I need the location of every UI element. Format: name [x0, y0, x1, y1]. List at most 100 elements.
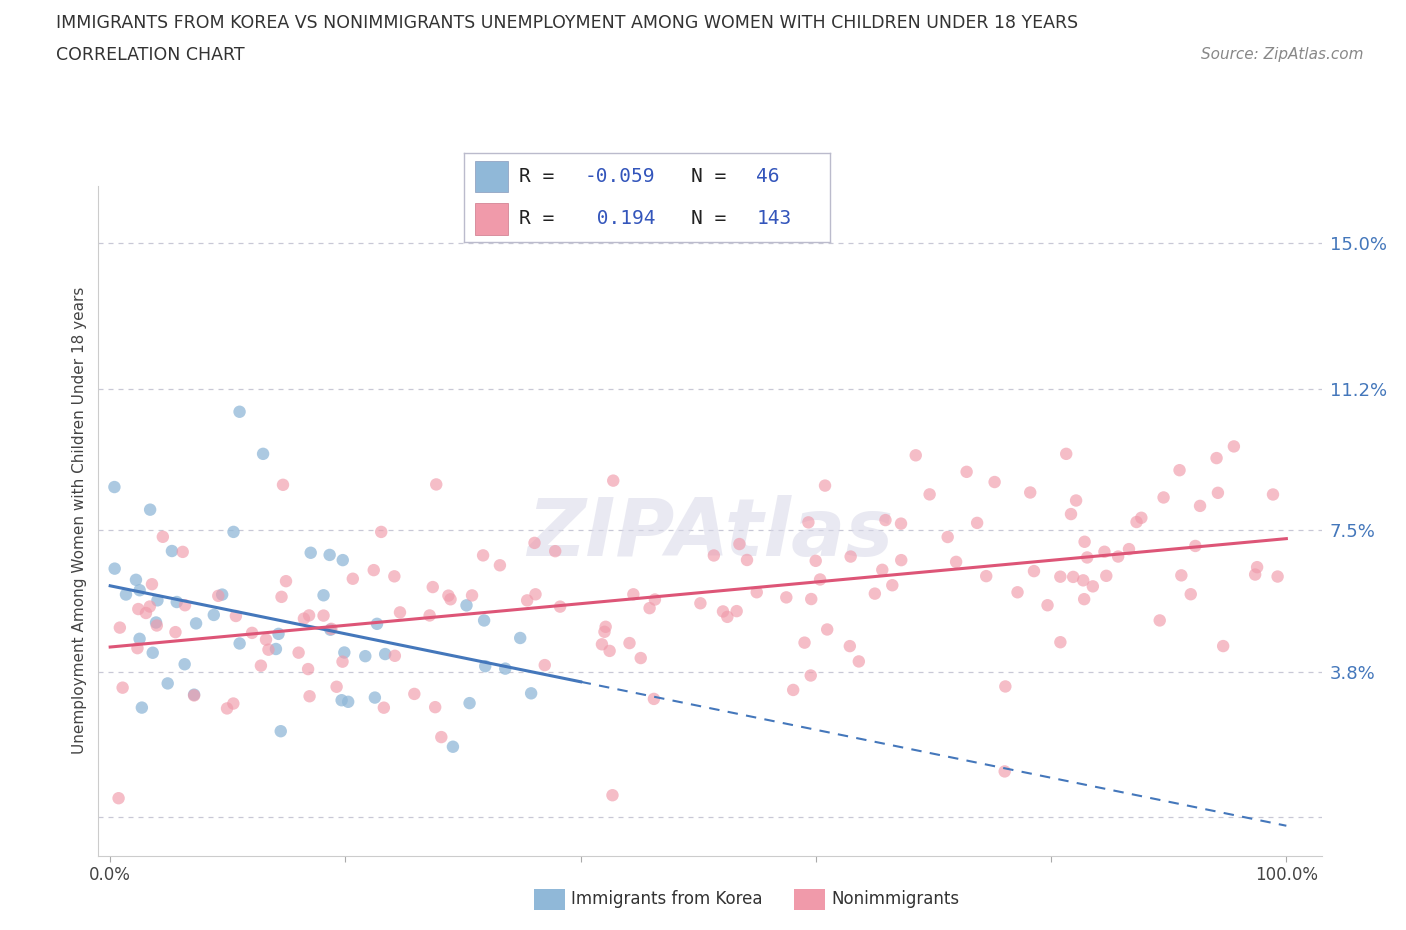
Point [918, 487, 941, 502]
Point [425, 477, 447, 492]
Point [299, 545, 322, 560]
Point [225, 608, 247, 623]
Point [271, 477, 294, 492]
Point [956, 464, 979, 479]
Point [115, 587, 138, 602]
Point [797, 515, 820, 530]
Point [1019, 485, 1042, 500]
Point [808, 572, 831, 587]
Point [127, 602, 149, 617]
Point [135, 605, 157, 620]
Point [1189, 498, 1212, 513]
Point [1064, 493, 1087, 508]
Point [782, 683, 804, 698]
Point [644, 592, 666, 607]
Point [890, 516, 912, 531]
Point [838, 639, 860, 654]
Point [638, 601, 661, 616]
Point [544, 544, 567, 559]
Point [1130, 511, 1153, 525]
Point [1049, 635, 1071, 650]
Point [904, 448, 927, 463]
Point [257, 643, 280, 658]
Point [222, 525, 245, 539]
Point [184, 616, 207, 631]
Point [1223, 439, 1246, 454]
Point [207, 589, 229, 604]
Point [370, 525, 392, 539]
Point [363, 563, 385, 578]
Point [146, 593, 169, 608]
Point [890, 552, 912, 567]
Point [711, 604, 734, 618]
Text: CORRELATION CHART: CORRELATION CHART [56, 46, 245, 64]
Point [1205, 451, 1227, 466]
Text: IMMIGRANTS FROM KOREA VS NONIMMIGRANTS UNEMPLOYMENT AMONG WOMEN WITH CHILDREN UN: IMMIGRANTS FROM KOREA VS NONIMMIGRANTS U… [56, 14, 1078, 32]
Point [108, 620, 131, 635]
Point [425, 699, 447, 714]
Point [1107, 549, 1129, 564]
Point [374, 646, 396, 661]
Point [384, 648, 406, 663]
Point [725, 604, 748, 618]
Text: -0.059: -0.059 [585, 166, 655, 186]
Point [103, 480, 125, 495]
Point [125, 572, 148, 587]
Text: ZIPAtlas: ZIPAtlas [527, 495, 893, 573]
Point [509, 631, 531, 645]
Point [422, 579, 444, 594]
Point [267, 627, 290, 642]
Point [1060, 507, 1083, 522]
Point [111, 680, 134, 695]
Point [689, 596, 711, 611]
Point [1149, 613, 1171, 628]
Point [602, 788, 624, 803]
Point [875, 512, 897, 527]
Point [1036, 598, 1059, 613]
Point [643, 692, 665, 707]
Point [1095, 568, 1118, 583]
Point [793, 635, 815, 650]
Text: 0.194: 0.194 [585, 209, 655, 229]
Point [297, 661, 319, 676]
Point [599, 644, 621, 658]
Point [419, 608, 441, 623]
Point [337, 695, 360, 710]
Point [882, 578, 904, 592]
Point [366, 617, 388, 631]
Text: R =: R = [519, 209, 554, 229]
Point [839, 549, 862, 564]
Point [548, 599, 571, 614]
Point [270, 590, 292, 604]
Point [775, 590, 797, 604]
Point [994, 679, 1017, 694]
Point [254, 632, 277, 647]
Point [373, 700, 395, 715]
Point [1094, 544, 1116, 559]
Point [104, 561, 127, 576]
Point [156, 676, 179, 691]
Point [602, 473, 624, 488]
Point [1244, 567, 1267, 582]
Point [165, 625, 187, 640]
Point [595, 619, 617, 634]
Point [804, 553, 827, 568]
Point [107, 790, 129, 805]
Y-axis label: Unemployment Among Women with Children Under 18 years: Unemployment Among Women with Children U… [72, 287, 87, 754]
Point [716, 609, 738, 624]
Point [1007, 585, 1029, 600]
Text: R =: R = [519, 166, 554, 186]
Point [848, 654, 870, 669]
Point [437, 588, 460, 603]
Point [489, 558, 512, 573]
Point [1118, 541, 1140, 556]
Point [146, 618, 169, 633]
Point [593, 624, 616, 639]
Point [1206, 485, 1229, 500]
Text: N =: N = [690, 209, 725, 229]
Point [458, 696, 481, 711]
Point [1246, 560, 1268, 575]
Point [250, 658, 273, 673]
Point [728, 537, 751, 551]
Point [520, 685, 543, 700]
